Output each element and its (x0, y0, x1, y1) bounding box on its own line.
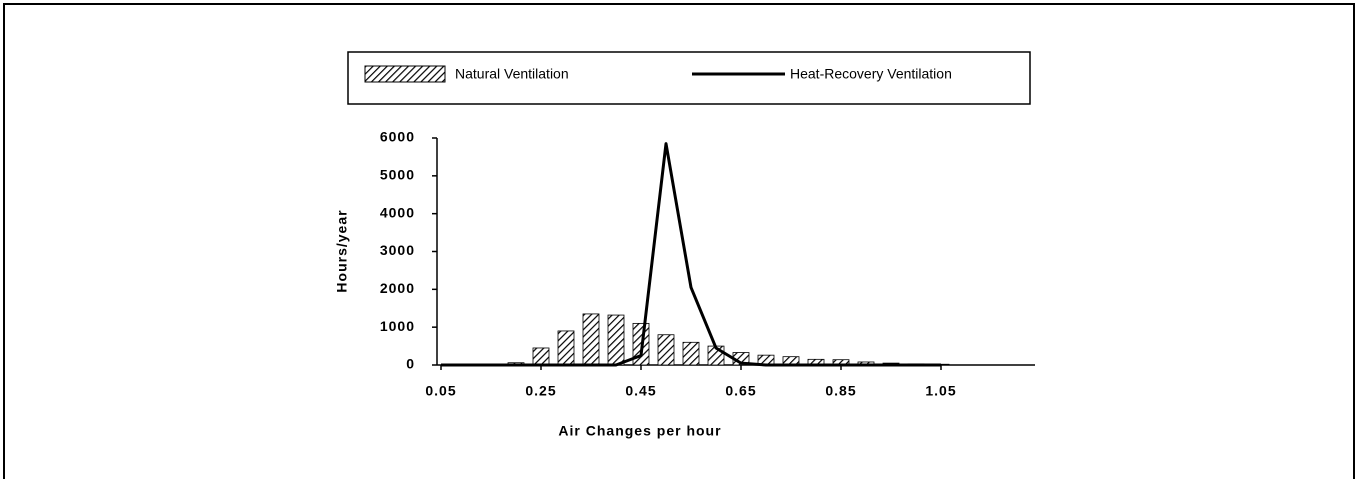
x-axis-label: Air Changes per hour (558, 423, 721, 439)
x-tick-label: 0.85 (825, 383, 856, 399)
y-axis-label: Hours/year (334, 209, 350, 292)
x-tick-label: 0.05 (425, 383, 456, 399)
x-tick-label: 0.65 (725, 383, 756, 399)
bar (532, 347, 550, 366)
y-tick-label: 2000 (380, 280, 415, 296)
y-tick-label: 1000 (380, 318, 415, 334)
y-tick-label: 4000 (380, 204, 415, 220)
bar (557, 330, 575, 366)
y-tick-label: 3000 (380, 242, 415, 258)
legend-swatch (364, 65, 446, 83)
bar (607, 314, 625, 366)
legend-label: Heat-Recovery Ventilation (790, 66, 952, 82)
y-tick-label: 6000 (380, 129, 415, 145)
line (441, 142, 941, 367)
frame (3, 3, 1355, 479)
bar (582, 313, 600, 366)
bar (657, 334, 675, 366)
legend-label: Natural Ventilation (455, 66, 569, 82)
x-tick-label: 1.05 (925, 383, 956, 399)
bar (682, 341, 700, 366)
y-tick-label: 5000 (380, 167, 415, 183)
y-tick-label: 0 (406, 356, 415, 372)
x-tick-label: 0.25 (525, 383, 556, 399)
x-tick-label: 0.45 (625, 383, 656, 399)
legend-box (347, 51, 1031, 105)
